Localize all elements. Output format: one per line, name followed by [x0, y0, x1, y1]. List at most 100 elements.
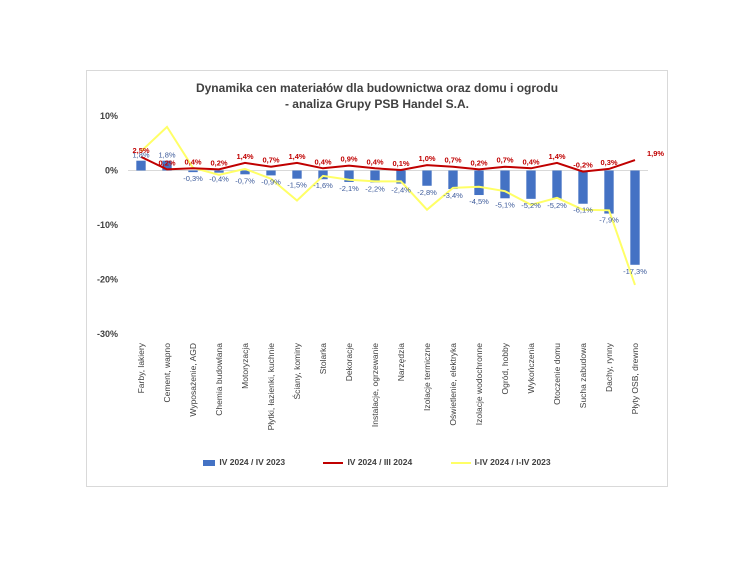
category-label: Izolacje wodochronne — [474, 343, 484, 425]
bar-data-label: -5,2% — [547, 201, 567, 210]
bar-data-label: -2,2% — [365, 184, 385, 193]
y-tick-label: -30% — [97, 329, 118, 339]
category-label: Sucha zabudowa — [578, 343, 588, 408]
category-label: Płytki, łazienki, kuchnie — [266, 343, 276, 431]
category-label: Oświetlenie, elektryka — [448, 343, 458, 426]
series-line-yellow — [140, 125, 636, 286]
line-data-label: 0,4% — [184, 157, 201, 166]
bar — [396, 170, 406, 184]
bar-data-label: -0,7% — [235, 176, 255, 185]
bar-data-label: -2,4% — [391, 186, 411, 195]
bar — [448, 170, 458, 190]
category-label: Chemia budowlana — [214, 343, 224, 416]
bar — [318, 170, 328, 180]
y-tick-label: 0% — [105, 166, 118, 176]
series-line-red — [140, 155, 636, 173]
legend-swatch-red-line — [323, 461, 344, 464]
bar — [266, 170, 276, 176]
line-data-label: 0,1% — [392, 159, 409, 168]
line-data-label: 0,7% — [444, 156, 461, 165]
category-label: Farby, lakiery — [136, 342, 146, 393]
line-data-label: 1,4% — [288, 152, 305, 161]
line-data-label: 2,5% — [132, 146, 149, 155]
legend-label-yellow-line: I-IV 2024 / I-IV 2023 — [474, 456, 551, 467]
legend-item-yellow-line: I-IV 2024 / I-IV 2023 — [450, 456, 551, 467]
bar — [578, 170, 588, 204]
bar — [526, 170, 536, 199]
category-label: Otoczenie domu — [552, 343, 562, 405]
line-data-label: 0,4% — [522, 157, 539, 166]
bar — [162, 160, 172, 171]
line-data-label: 0,7% — [262, 156, 279, 165]
bar-data-label: -7,9% — [599, 216, 619, 225]
bar — [604, 170, 614, 214]
y-tick-label: -20% — [97, 275, 118, 285]
chart-frame — [86, 70, 668, 487]
line-data-label: 0,2% — [158, 158, 175, 167]
bar — [188, 170, 198, 173]
category-label: Dekoracje — [344, 343, 354, 382]
legend-swatch-yellow-line — [450, 461, 471, 464]
bar — [344, 170, 354, 182]
line-data-label: -0,2% — [573, 161, 593, 170]
line-data-label: 1,9% — [647, 149, 664, 158]
bar-data-label: 1,8% — [132, 151, 149, 160]
bar-data-label: -0,9% — [261, 177, 281, 186]
bar-data-label: -6,1% — [573, 206, 593, 215]
bar-data-label: -0,4% — [209, 175, 229, 184]
category-label: Wyposażenie, AGD — [188, 343, 198, 417]
bar-data-label: -1,6% — [313, 181, 333, 190]
bar-data-label: -0,3% — [183, 174, 203, 183]
legend-swatch-bar — [203, 459, 216, 466]
bar-data-label: -3,4% — [443, 191, 463, 200]
bar — [630, 170, 640, 265]
category-label: Instalacje, ogrzewanie — [370, 343, 380, 427]
y-tick-label: -10% — [97, 220, 118, 230]
bar — [240, 170, 250, 175]
bar-data-label: -2,1% — [339, 184, 359, 193]
legend-item-bar: IV 2024 / IV 2023 — [203, 457, 285, 467]
category-label: Motoryzacja — [240, 343, 250, 389]
bar — [422, 170, 432, 186]
bar — [500, 170, 510, 199]
chart-title-line1: Dynamika cen materiałów dla budownictwa … — [195, 81, 559, 95]
chart-legend: IV 2024 / IV 2023 IV 2024 / III 2024 I-I… — [86, 456, 668, 467]
category-label: Płyty OSB, drewno — [630, 343, 640, 415]
bar-data-label: 1,8% — [158, 151, 175, 160]
legend-label-red-line: IV 2024 / III 2024 — [347, 456, 413, 467]
category-label: Izolacje termiczne — [422, 343, 432, 411]
category-label: Dachy, rynny — [604, 342, 614, 392]
line-data-label: 1,4% — [548, 152, 565, 161]
category-label: Cement, wapno — [162, 343, 172, 403]
bar-data-label: -4,5% — [469, 197, 489, 206]
category-label: Stolarka — [318, 343, 328, 374]
bar-data-label: -1,5% — [287, 181, 307, 190]
bar — [292, 170, 302, 179]
y-tick-label: 10% — [100, 111, 118, 121]
chart-title: Dynamika cen materiałów dla budownictwa … — [86, 80, 668, 112]
category-label: Ściany, kominy — [291, 342, 302, 399]
line-data-label: 1,0% — [418, 154, 435, 163]
bar — [474, 170, 484, 196]
line-data-label: 0,9% — [340, 155, 357, 164]
legend-label-bar: IV 2024 / IV 2023 — [219, 456, 286, 467]
line-data-label: 0,3% — [600, 158, 617, 167]
bar-data-label: -5,2% — [521, 201, 541, 210]
bar — [136, 160, 146, 171]
bar — [552, 170, 562, 199]
line-data-label: 0,2% — [210, 158, 227, 167]
line-data-label: 0,7% — [496, 156, 513, 165]
category-label: Wykończenia — [526, 343, 536, 394]
bar-data-label: -17,3% — [623, 267, 647, 276]
category-label: Narzędzia — [396, 343, 406, 382]
line-data-label: 0,4% — [314, 157, 331, 166]
bar — [214, 170, 224, 173]
line-data-label: 0,4% — [366, 157, 383, 166]
chart-title-line2: - analiza Grupy PSB Handel S.A. — [284, 97, 470, 111]
bar-data-label: -2,8% — [417, 188, 437, 197]
line-data-label: 0,2% — [470, 158, 487, 167]
bar — [370, 170, 380, 183]
category-label: Ogród, hobby — [500, 342, 510, 394]
line-data-label: 1,4% — [236, 152, 253, 161]
